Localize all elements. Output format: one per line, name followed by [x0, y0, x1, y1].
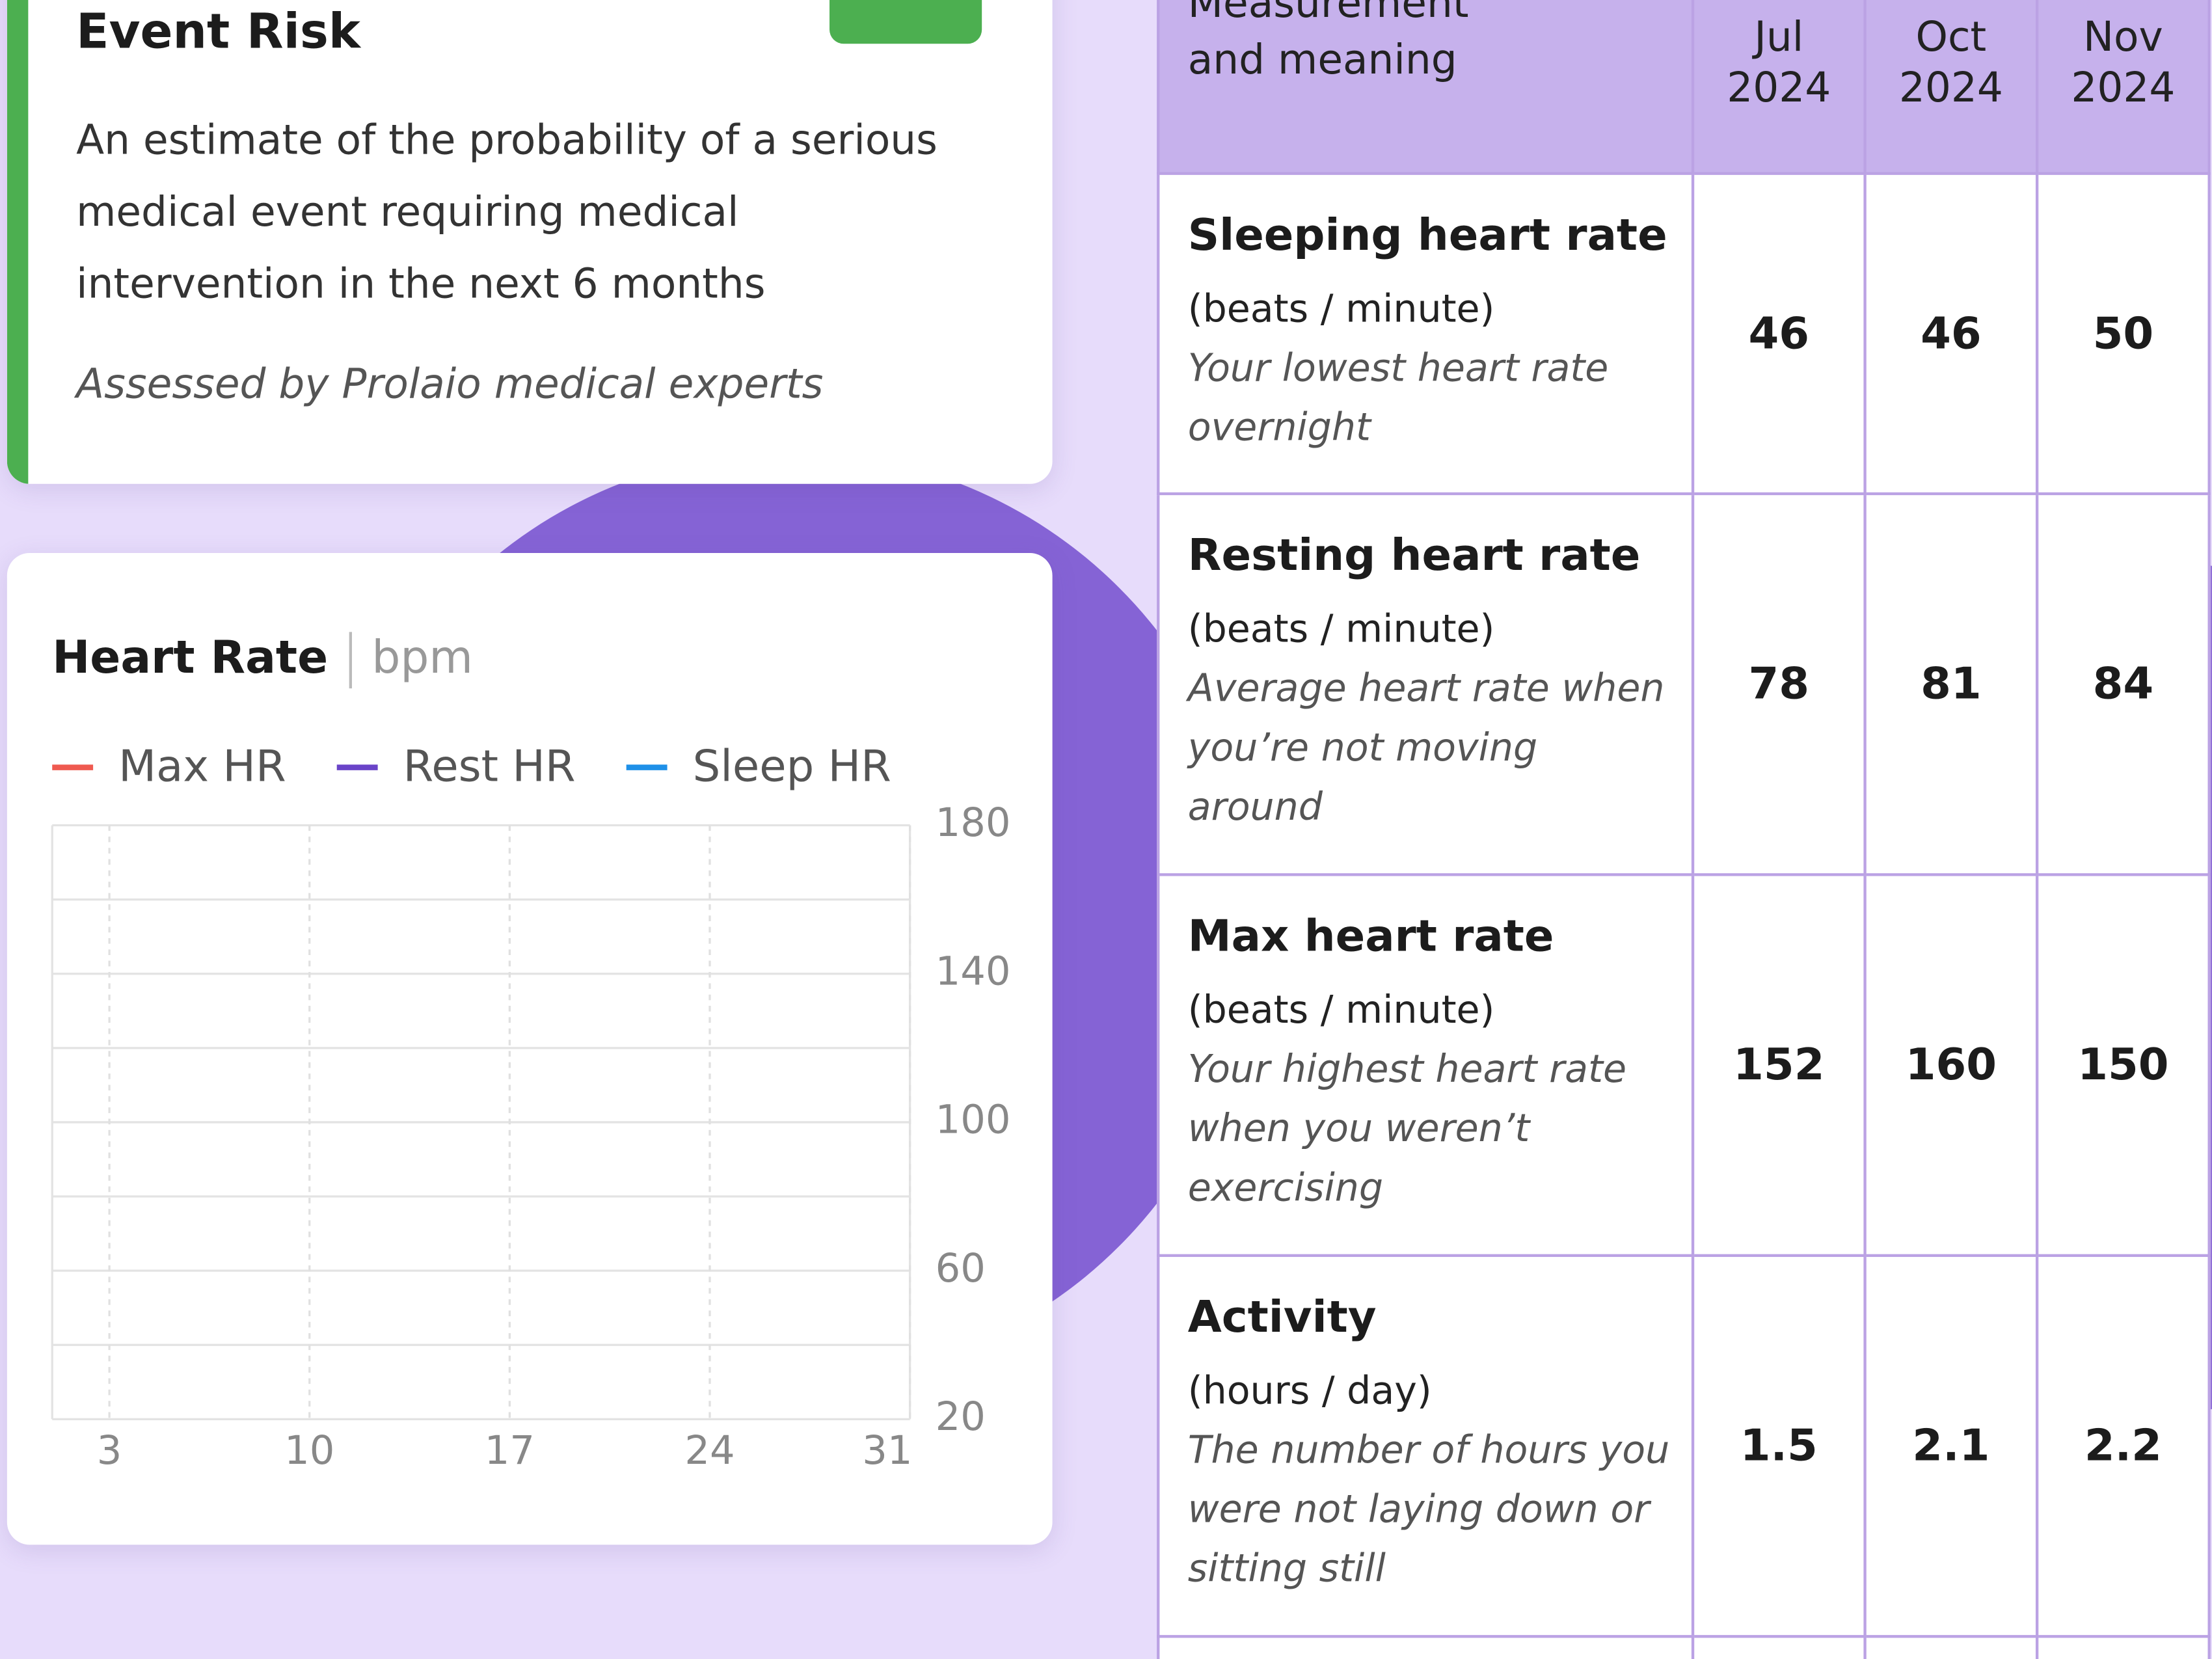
table-row: Activity (hours / day) The number of hours… — [1157, 1254, 2211, 1638]
measurement-value: 160 — [1863, 873, 2039, 1258]
header-cell: Prev.Oct 2024 — [1863, 0, 2039, 175]
measurement-value: 152 — [1691, 873, 1867, 1258]
measurement-cell: Resting heart rate (beats / minute) Averag… — [1157, 492, 1695, 876]
empty-cell — [2035, 1635, 2211, 1659]
measurement-table: Measurement and meaning InitialJul 2024Pr… — [1157, 0, 2211, 1659]
measurement-unit: (beats / minute) — [1187, 287, 1495, 331]
y-tick-label: 20 — [936, 1394, 986, 1440]
measurement-cell: Activity (hours / day) The number of hours… — [1157, 1254, 1695, 1638]
measurement-cell: Max heart rate (beats / minute) Your highe… — [1157, 873, 1695, 1258]
measurement-description: Your lowest heart rate overnight — [1187, 346, 1609, 450]
empty-cell — [1863, 1635, 2039, 1659]
table-row: Max heart rate (beats / minute) Your highe… — [1157, 873, 2211, 1258]
measurement-value: 46 — [1691, 172, 1867, 496]
measurement-value: 50 — [2035, 172, 2211, 496]
risk-description: An estimate of the probability of a seri… — [76, 115, 937, 308]
x-tick-label: 10 — [284, 1428, 334, 1474]
x-tick-label: 17 — [485, 1428, 535, 1474]
measurement-cell: Sleeping heart rate (beats / minute) Your … — [1157, 172, 1695, 496]
header-row: Measurement and meaning InitialJul 2024Pr… — [1157, 0, 2211, 175]
column-heading: Measurement and meaning — [1187, 0, 1469, 83]
measurement-value: 46 — [1863, 172, 2039, 496]
measurement-value: 78 — [1691, 492, 1867, 876]
measurement-unit: (hours / day) — [1187, 1369, 1432, 1414]
y-tick-label: 140 — [936, 949, 1011, 994]
column-date: Jul 2024 — [1727, 12, 1831, 112]
chart-title: Heart Rate — [52, 632, 328, 684]
risk-title: Event Risk — [76, 4, 360, 61]
risk-level-bar — [7, 0, 29, 484]
x-tick-label: 24 — [684, 1428, 735, 1474]
measurement-unit: (beats / minute) — [1187, 608, 1495, 652]
header-cell: Curr.Nov 2024 — [2035, 0, 2211, 175]
table-row: Sleeping heart rate (beats / minute) Your … — [1157, 172, 2211, 496]
chart-unit: bpm — [371, 632, 473, 684]
column-date: Oct 2024 — [1898, 12, 2003, 112]
measurement-description: The number of hours you were not laying … — [1187, 1429, 1670, 1591]
measurement-name: Sleeping heart rate — [1187, 209, 1667, 261]
table-row: Resting heart rate (beats / minute) Averag… — [1157, 492, 2211, 876]
measurement-value: 2.1 — [1863, 1254, 2039, 1638]
legend-label: Max HR — [118, 740, 286, 791]
measurement-unit: (beats / minute) — [1187, 989, 1495, 1033]
measurement-value: 2.2 — [2035, 1254, 2211, 1638]
measurement-value: 81 — [1863, 492, 2039, 876]
measurement-description: Average heart rate when you’re not movin… — [1187, 667, 1665, 830]
header-cell: Measurement and meaning — [1157, 0, 1695, 175]
y-tick-label: 60 — [936, 1246, 986, 1291]
header-cell: InitialJul 2024 — [1691, 0, 1867, 175]
empty-cell — [1691, 1635, 1867, 1659]
risk-badge: LOW — [830, 0, 982, 44]
legend-label: Rest HR — [403, 740, 576, 791]
measurement-name: Resting heart rate — [1187, 530, 1641, 582]
x-tick-label: 31 — [862, 1428, 912, 1474]
measurement-value: 84 — [2035, 492, 2211, 876]
legend-label: Sleep HR — [693, 740, 891, 791]
measurement-name: Activity — [1187, 1292, 1377, 1343]
x-tick-label: 3 — [97, 1428, 122, 1474]
risk-note: Assessed by Prolaio medical experts — [76, 359, 824, 408]
measurement-description: Your highest heart rate when you weren’t… — [1187, 1048, 1626, 1211]
measurement-name: Max heart rate — [1187, 911, 1554, 962]
table-row — [1157, 1635, 2211, 1659]
empty-cell — [1157, 1635, 1695, 1659]
y-tick-label: 180 — [936, 800, 1011, 846]
y-tick-label: 100 — [936, 1098, 1011, 1143]
column-date: Nov 2024 — [2071, 12, 2176, 112]
measurement-value: 1.5 — [1691, 1254, 1867, 1638]
measurement-value: 150 — [2035, 873, 2211, 1258]
risk-card: Event Risk LOW An estimate of the probab… — [7, 0, 1053, 484]
